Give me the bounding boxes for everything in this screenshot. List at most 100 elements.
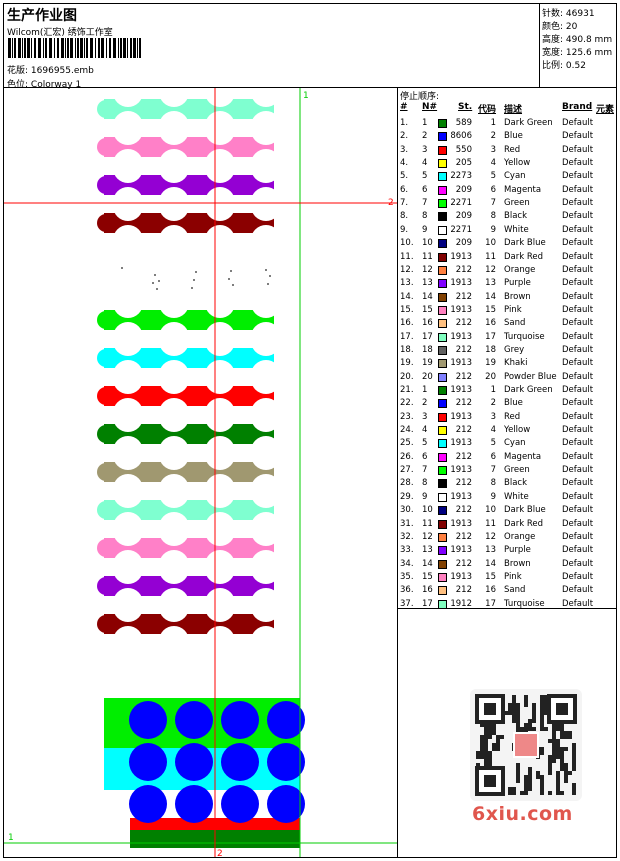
blue-dot	[175, 785, 213, 823]
stat-label: 针数:	[542, 9, 564, 19]
row-brand: Default	[562, 518, 594, 529]
row-code: 8	[490, 211, 496, 222]
row-code: 10	[485, 505, 496, 516]
row-stitches: 212	[455, 531, 472, 542]
color-swatch	[438, 372, 447, 382]
row-needle: 3	[422, 411, 428, 422]
sequence-row: 23. 3 1913 3 Red Default	[398, 411, 616, 424]
company-name: Wilcom(汇宏) 绣饰工作室	[7, 28, 113, 38]
row-stitches: 209	[455, 211, 472, 222]
row-stitches: 2271	[450, 198, 472, 209]
row-description: Grey	[504, 344, 525, 355]
row-stitches: 1913	[450, 438, 472, 449]
row-code: 4	[490, 158, 496, 169]
row-code: 14	[485, 558, 496, 569]
col-header-description: 描述	[504, 105, 523, 115]
row-index: 10.	[400, 238, 414, 249]
colorway: 色位: Colorway 1	[7, 77, 81, 90]
sequence-row: 1. 1 589 1 Dark Green Default	[398, 117, 616, 130]
sequence-row: 31. 11 1913 11 Dark Red Default	[398, 518, 616, 531]
row-needle: 13	[422, 545, 433, 556]
stat-value: 20	[565, 22, 578, 32]
row-index: 9.	[400, 224, 409, 235]
row-code: 12	[485, 531, 496, 542]
row-description: Sand	[504, 318, 526, 329]
row-index: 32.	[400, 531, 414, 542]
row-description: Green	[504, 198, 530, 209]
row-code: 11	[485, 251, 496, 262]
row-description: Pink	[504, 571, 522, 582]
color-swatch	[438, 492, 447, 502]
row-needle: 14	[422, 291, 433, 302]
row-index: 7.	[400, 198, 409, 209]
row-code: 15	[485, 571, 496, 582]
row-description: Orange	[504, 531, 536, 542]
pattern-band	[97, 592, 281, 656]
sequence-row: 24. 4 212 4 Yellow Default	[398, 424, 616, 437]
stat-scale: 比例: 0.52	[542, 58, 586, 71]
row-index: 28.	[400, 478, 414, 489]
row-code: 12	[485, 264, 496, 275]
row-stitches: 212	[455, 398, 472, 409]
col-header-code: 代码	[478, 105, 497, 115]
row-index: 2.	[400, 131, 409, 142]
row-description: Black	[504, 478, 527, 489]
sequence-row: 30. 10 212 10 Dark Blue Default	[398, 504, 616, 517]
row-description: Purple	[504, 278, 531, 289]
row-stitches: 209	[455, 238, 472, 249]
row-index: 37.	[400, 598, 414, 609]
row-description: Dark Green	[504, 118, 553, 128]
sequence-row: 14. 14 212 14 Brown Default	[398, 291, 616, 304]
row-brand: Default	[562, 184, 594, 195]
row-description: Green	[504, 465, 530, 476]
stitch-trace	[152, 282, 154, 284]
row-brand: Default	[562, 264, 594, 275]
row-code: 13	[485, 278, 496, 289]
row-brand: Default	[562, 491, 594, 502]
row-needle: 12	[422, 531, 433, 542]
row-code: 3	[490, 144, 496, 155]
row-stitches: 1913	[450, 491, 472, 502]
col-header-element: 元素	[596, 105, 615, 115]
color-swatch	[438, 279, 447, 289]
guide-label-top: 1	[303, 91, 309, 101]
row-needle: 11	[422, 251, 433, 262]
row-brand: Default	[562, 331, 594, 342]
color-swatch	[438, 319, 447, 329]
row-stitches: 212	[455, 318, 472, 329]
header-stats: 针数: 46931 颜色: 20 高度: 490.8 mm 宽度: 125.6 …	[540, 4, 616, 88]
blue-dot	[129, 785, 167, 823]
row-needle: 16	[422, 318, 433, 329]
sequence-row: 3. 3 550 3 Red Default	[398, 144, 616, 157]
row-description: Yellow	[504, 425, 531, 436]
row-description: Pink	[504, 304, 522, 315]
col-header-index: #	[400, 102, 408, 112]
color-swatch	[438, 452, 447, 462]
blue-dot	[221, 701, 259, 739]
row-index: 36.	[400, 585, 414, 596]
sequence-row: 9. 9 2271 9 White Default	[398, 224, 616, 237]
stitch-trace	[265, 269, 267, 271]
row-stitches: 212	[455, 451, 472, 462]
row-brand: Default	[562, 358, 594, 369]
color-swatch	[438, 239, 447, 249]
sequence-row: 6. 6 209 6 Magenta Default	[398, 184, 616, 197]
stat-value: 46931	[565, 9, 595, 19]
color-swatch	[438, 426, 447, 436]
row-brand: Default	[562, 545, 594, 556]
row-stitches: 8606	[450, 131, 472, 142]
sequence-row: 11. 11 1913 11 Dark Red Default	[398, 251, 616, 264]
row-brand: Default	[562, 531, 594, 542]
row-description: Red	[504, 144, 521, 155]
blue-dot	[129, 701, 167, 739]
row-brand: Default	[562, 385, 594, 395]
row-needle: 18	[422, 344, 433, 355]
row-needle: 3	[422, 144, 428, 155]
sequence-row: 37. 17 1912 17 Turquoise Default	[398, 598, 616, 611]
row-description: Powder Blue	[504, 371, 557, 382]
row-index: 25.	[400, 438, 414, 449]
row-description: Dark Blue	[504, 238, 546, 249]
row-brand: Default	[562, 291, 594, 302]
color-swatch	[438, 305, 447, 315]
row-needle: 9	[422, 224, 428, 235]
